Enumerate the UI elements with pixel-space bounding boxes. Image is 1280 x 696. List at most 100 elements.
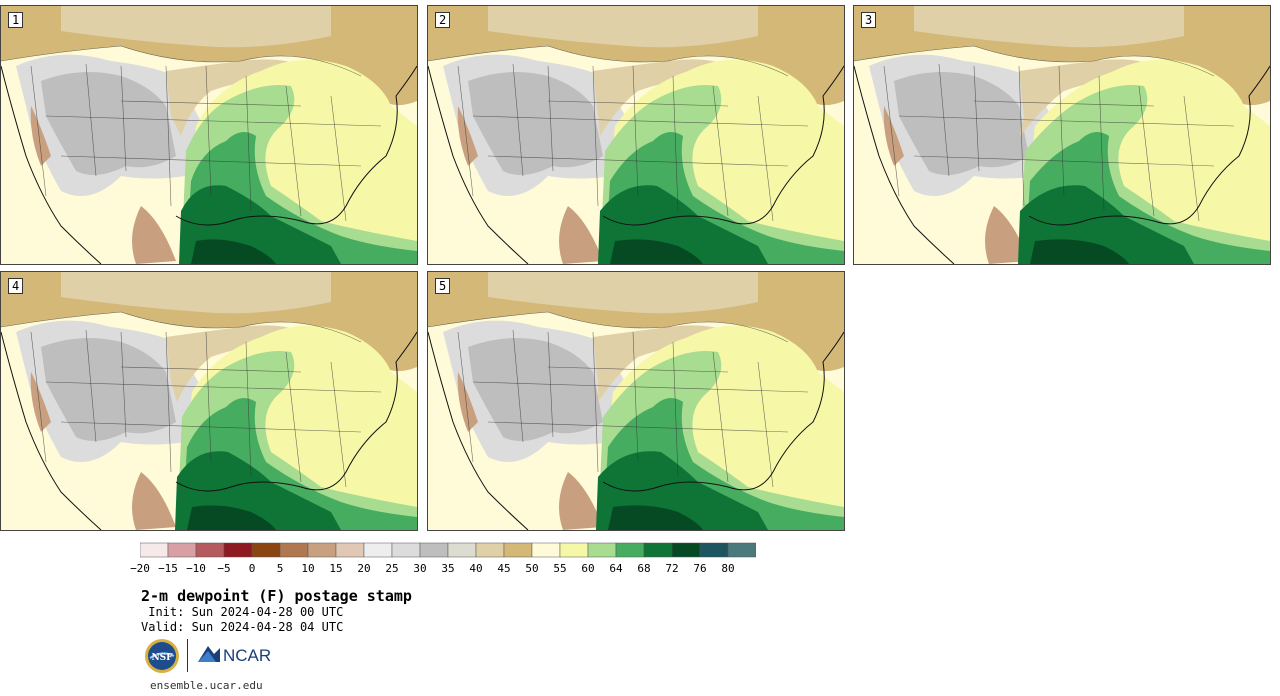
panel-number-label: 3: [861, 12, 877, 28]
colorbar-tick-label: 25: [385, 562, 399, 575]
dry-region: [559, 206, 603, 264]
west-coastline: [1, 65, 102, 264]
state-border-line: [205, 65, 212, 197]
colorbar-tick-label: −15: [158, 562, 178, 575]
dry-region: [30, 372, 51, 432]
state-border-line: [672, 341, 679, 478]
state-border-line: [712, 351, 729, 483]
ensemble-panel-1[interactable]: 1: [0, 5, 418, 265]
state-border-line: [973, 100, 1155, 107]
colorbar-swatch: [531, 542, 561, 558]
state-border-line: [330, 361, 347, 488]
colorbar-swatch: [699, 542, 729, 558]
state-border-line: [712, 85, 729, 217]
colorbar-swatch: [223, 542, 253, 558]
ensemble-panel-5[interactable]: 5: [427, 271, 845, 531]
colorbar-tick-label: 30: [413, 562, 427, 575]
state-border-line: [30, 331, 47, 463]
state-border-line: [285, 85, 302, 217]
state-border-line: [632, 331, 639, 463]
state-border-line: [245, 341, 252, 478]
dewpoint-map: [854, 6, 1270, 264]
east-coastline: [602, 331, 844, 492]
west-gray-region: [468, 338, 603, 441]
colorbar-tick-label: 55: [553, 562, 567, 575]
canada-light-region: [61, 272, 331, 314]
state-border-line: [1, 45, 362, 77]
colorbar-tick-label: −20: [130, 562, 150, 575]
east-coastline: [175, 65, 417, 226]
valid-time: Valid: Sun 2024-04-28 04 UTC: [141, 620, 344, 634]
colorbar-swatch: [643, 542, 673, 558]
dry-region: [132, 206, 176, 264]
ncar-logo-icon: NCAR: [198, 646, 271, 665]
colorbar-swatch: [363, 542, 393, 558]
panel-number-label: 2: [435, 12, 451, 28]
ensemble-panel-3[interactable]: 3: [853, 5, 1271, 265]
colorbar-swatch: [503, 542, 533, 558]
state-border-line: [330, 95, 347, 222]
state-border-line: [165, 65, 172, 207]
state-border-line: [45, 381, 382, 393]
colorbar-tick-label: −10: [186, 562, 206, 575]
west-coastline: [428, 65, 529, 264]
panel-number-label: 5: [435, 278, 451, 294]
west-coastline: [1, 331, 102, 530]
state-border-line: [457, 331, 474, 463]
state-border-line: [428, 45, 789, 77]
canada-light-region: [61, 6, 331, 48]
colorbar-tick-label: 80: [721, 562, 735, 575]
website-link[interactable]: ensemble.ucar.edu: [150, 679, 263, 692]
colorbar-swatch: [195, 542, 225, 558]
east-coastline: [602, 65, 844, 226]
state-border-line: [487, 421, 789, 433]
colorbar-swatch: [559, 542, 589, 558]
state-border-line: [913, 155, 1215, 167]
dewpoint-map: [428, 272, 844, 530]
colorbar-tick-label: 5: [276, 562, 284, 575]
state-border-line: [854, 45, 1215, 77]
colorbar-tick-label: 68: [637, 562, 651, 575]
state-border-line: [245, 75, 252, 212]
canada-light-region: [914, 6, 1184, 48]
state-border-line: [205, 331, 212, 463]
state-border-line: [457, 65, 474, 197]
state-border-line: [757, 95, 774, 222]
darkest-green-region: [187, 505, 276, 530]
colorbar-swatch: [251, 542, 281, 558]
state-border-line: [883, 65, 900, 197]
dry-region: [985, 206, 1029, 264]
colorbar-swatch: [167, 542, 197, 558]
state-border-line: [45, 115, 382, 127]
colorbar-swatch: [475, 542, 505, 558]
dry-region: [559, 472, 603, 530]
west-coastline: [428, 331, 529, 530]
canada-light-region: [488, 6, 758, 48]
state-border-line: [60, 421, 362, 433]
colorbar-tick-label: 40: [469, 562, 483, 575]
dewpoint-map: [1, 272, 417, 530]
state-border-line: [898, 115, 1235, 127]
state-border-line: [1098, 75, 1105, 212]
ensemble-panel-4[interactable]: 4: [0, 271, 418, 531]
colorbar-tick-label: 45: [497, 562, 511, 575]
state-border-line: [592, 331, 599, 473]
darkest-green-region: [608, 505, 703, 530]
state-border-line: [428, 311, 789, 343]
dry-region: [457, 372, 478, 432]
panel-number-label: 4: [8, 278, 24, 294]
dewpoint-colorbar: [140, 542, 756, 558]
canada-light-region: [488, 272, 758, 314]
state-border-line: [632, 65, 639, 197]
colorbar-swatch: [391, 542, 421, 558]
state-border-line: [1183, 95, 1200, 222]
ensemble-panel-2[interactable]: 2: [427, 5, 845, 265]
darkest-green-region: [610, 239, 703, 264]
colorbar-tick-label: 50: [525, 562, 539, 575]
state-border-line: [487, 155, 789, 167]
colorbar-tick-label: 0: [248, 562, 256, 575]
colorbar-swatch: [307, 542, 337, 558]
nsf-logo-icon: NSF: [145, 639, 179, 673]
colorbar-tick-label: 76: [693, 562, 707, 575]
west-gray-region: [894, 72, 1029, 175]
